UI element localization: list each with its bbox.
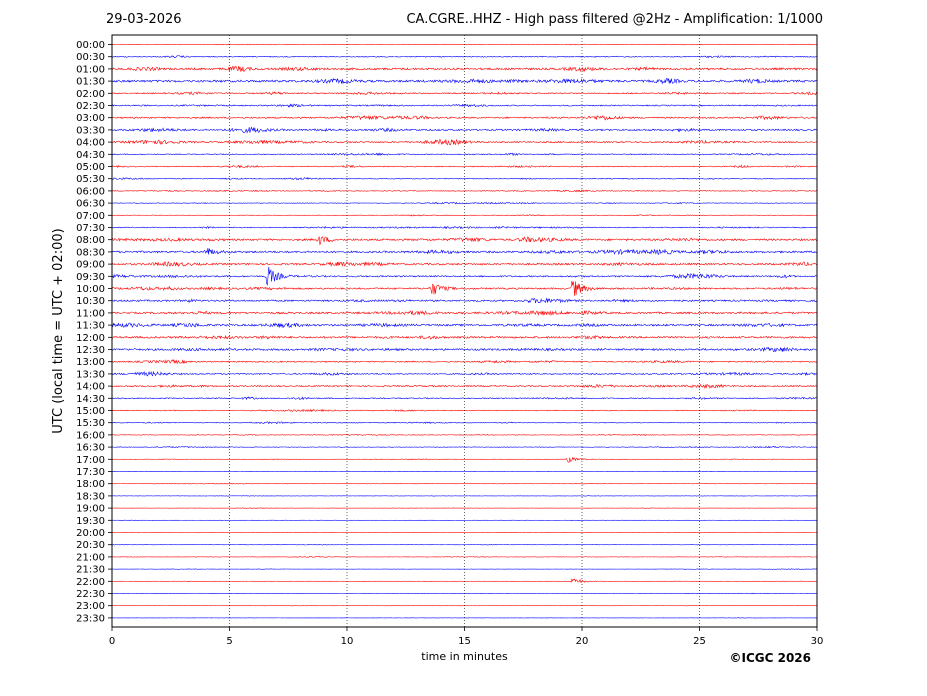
trace-1900	[111, 507, 817, 509]
chart-title: CA.CGRE..HHZ - High pass filtered @2Hz -…	[406, 12, 823, 27]
y-tick-label: 07:00	[76, 211, 105, 222]
trace-0330	[111, 126, 818, 134]
x-tick-label: 5	[226, 636, 232, 647]
y-tick-label: 06:30	[76, 199, 105, 210]
y-tick-label: 09:00	[76, 260, 105, 271]
y-tick-label: 01:30	[76, 77, 105, 88]
y-tick-label: 16:30	[76, 443, 105, 454]
date-label: 29-03-2026	[106, 12, 182, 27]
y-tick-label: 19:00	[76, 504, 105, 515]
x-ticks-group: 0 5 10 15 20 25 30	[109, 627, 824, 647]
trace-0530	[111, 176, 817, 181]
trace-1000	[111, 280, 818, 297]
trace-1130	[111, 322, 818, 329]
trace-1700	[111, 456, 817, 463]
y-tick-label: 10:30	[76, 296, 105, 307]
x-tick-label: 30	[811, 636, 824, 647]
y-tick-label: 02:30	[76, 101, 105, 112]
y-tick-label: 15:00	[76, 406, 105, 417]
trace-0200	[111, 91, 818, 96]
trace-0500	[111, 164, 818, 169]
trace-1330	[111, 370, 818, 377]
y-tick-label: 16:00	[76, 430, 105, 441]
y-tick-label: 18:00	[76, 479, 105, 490]
trace-1230	[111, 346, 817, 353]
y-tick-label: 13:30	[76, 369, 105, 380]
x-tick-label: 25	[693, 636, 706, 647]
trace-2030	[111, 544, 817, 546]
y-tick-label: 22:30	[76, 589, 105, 600]
y-tick-label: 23:00	[76, 601, 105, 612]
y-tick-label: 07:30	[76, 223, 105, 234]
trace-1400	[111, 383, 818, 390]
y-tick-label: 00:00	[76, 40, 105, 51]
trace-1730	[111, 470, 817, 473]
trace-1830	[111, 495, 817, 497]
copyright-credit: ©ICGC 2026	[729, 651, 811, 665]
trace-1300	[111, 359, 817, 365]
y-tick-label: 02:00	[76, 89, 105, 100]
x-tick-label: 20	[576, 636, 589, 647]
y-tick-label: 17:30	[76, 467, 105, 478]
trace-2130	[111, 568, 818, 570]
y-tick-label: 05:30	[76, 174, 105, 185]
y-tick-label: 06:00	[76, 186, 105, 197]
x-tick-label: 15	[458, 636, 471, 647]
trace-1030	[111, 297, 818, 304]
x-tick-label: 10	[341, 636, 354, 647]
y-tick-label: 09:30	[76, 272, 105, 283]
trace-1930	[111, 519, 817, 521]
y-tick-label: 21:30	[76, 565, 105, 576]
y-tick-label: 01:00	[76, 64, 105, 75]
y-tick-label: 10:00	[76, 284, 105, 295]
trace-0830	[111, 247, 818, 256]
y-tick-label: 05:00	[76, 162, 105, 173]
trace-1100	[111, 309, 818, 317]
trace-0300	[111, 114, 817, 121]
y-tick-label: 20:30	[76, 540, 105, 551]
y-tick-label: 22:00	[76, 577, 105, 588]
y-tick-label: 19:30	[76, 516, 105, 527]
y-tick-label: 03:30	[76, 125, 105, 136]
plot-frame	[111, 34, 818, 628]
traces-group	[111, 43, 818, 619]
y-axis-label: UTC (local time = UTC + 02:00)	[51, 228, 66, 433]
y-tick-label: 12:30	[76, 345, 105, 356]
trace-1200	[111, 334, 818, 340]
trace-2200	[111, 578, 817, 584]
y-tick-label: 14:30	[76, 394, 105, 405]
y-tick-label: 08:00	[76, 235, 105, 246]
y-tick-label: 11:30	[76, 321, 105, 332]
trace-0800	[111, 236, 818, 246]
trace-1630	[111, 445, 817, 449]
y-tick-label: 12:00	[76, 333, 105, 344]
x-axis-label: time in minutes	[421, 650, 508, 663]
trace-1800	[111, 482, 817, 485]
trace-0400	[111, 138, 818, 146]
y-tick-label: 20:00	[76, 528, 105, 539]
y-tick-label: 23:30	[76, 613, 105, 624]
y-tick-label: 03:00	[76, 113, 105, 124]
y-tick-label: 17:00	[76, 455, 105, 466]
y-tick-label: 04:00	[76, 138, 105, 149]
y-tick-label: 13:00	[76, 357, 105, 368]
y-tick-label: 00:30	[76, 52, 105, 63]
y-tick-label: 15:30	[76, 418, 105, 429]
y-tick-label: 04:30	[76, 150, 105, 161]
y-tick-label: 14:00	[76, 382, 105, 393]
y-tick-label: 11:00	[76, 308, 105, 319]
y-tick-label: 18:30	[76, 491, 105, 502]
x-tick-label: 0	[109, 636, 115, 647]
trace-0230	[111, 103, 818, 108]
trace-0600	[111, 189, 817, 193]
trace-0900	[111, 261, 818, 267]
y-tick-label: 21:00	[76, 552, 105, 563]
y-tick-label: 08:30	[76, 247, 105, 258]
grid-group	[229, 35, 700, 627]
trace-0430	[111, 152, 818, 157]
